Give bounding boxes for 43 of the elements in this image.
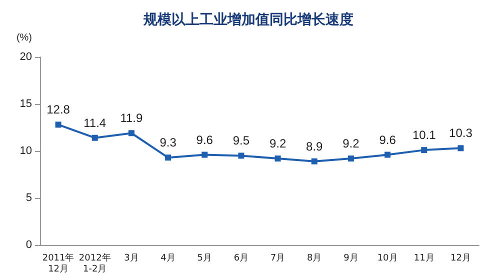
- x-tick-label: 7月: [270, 254, 286, 264]
- point: [384, 152, 391, 158]
- data-label: 11.9: [120, 111, 144, 126]
- point: [55, 122, 62, 128]
- x-tick-label: 11月: [414, 254, 434, 264]
- y-tick-label: 20: [20, 51, 32, 63]
- data-label: 9.6: [379, 132, 396, 147]
- data-label: 11.4: [84, 116, 106, 130]
- data-label: 9.2: [342, 136, 360, 151]
- point: [274, 156, 281, 162]
- point: [458, 145, 464, 152]
- y-axis-title: (%): [16, 32, 32, 44]
- x-tick-label: 8月: [307, 254, 322, 264]
- point: [421, 147, 428, 154]
- x-tick-label: 4月: [160, 254, 176, 264]
- data-label: 8.9: [306, 139, 324, 154]
- chart-title: 规模以上工业增加值同比增长速度: [142, 11, 354, 28]
- x-tick-label: 9月: [344, 254, 358, 264]
- point: [348, 156, 354, 162]
- point: [92, 134, 98, 141]
- x-tick-label: 2011年 12月: [42, 252, 74, 274]
- data-label: 9.5: [232, 134, 250, 148]
- data-label: 9.6: [196, 132, 214, 147]
- point: [128, 130, 134, 136]
- data-label: 10.1: [412, 128, 436, 142]
- data-label: 10.3: [449, 126, 473, 140]
- x-tick-label: 6月: [234, 254, 249, 264]
- x-tick-label: 10月: [377, 254, 398, 264]
- x-tick-label: 3月: [124, 254, 139, 264]
- x-tick-label: 12月: [450, 254, 471, 264]
- x-tick-label: 2012年 1-2月: [78, 252, 111, 274]
- data-label: 9.2: [269, 136, 286, 151]
- y-tick-label: 0: [26, 239, 32, 251]
- y-tick-label: 10: [20, 145, 32, 157]
- x-tick-label: 5月: [197, 254, 212, 264]
- y-tick-label: 15: [20, 98, 32, 110]
- point: [238, 152, 244, 159]
- y-tick-label: 5: [26, 192, 32, 204]
- data-label: 12.8: [46, 102, 70, 117]
- point: [311, 158, 318, 164]
- point: [165, 154, 172, 161]
- data-label: 9.3: [160, 136, 177, 150]
- point: [202, 152, 208, 158]
